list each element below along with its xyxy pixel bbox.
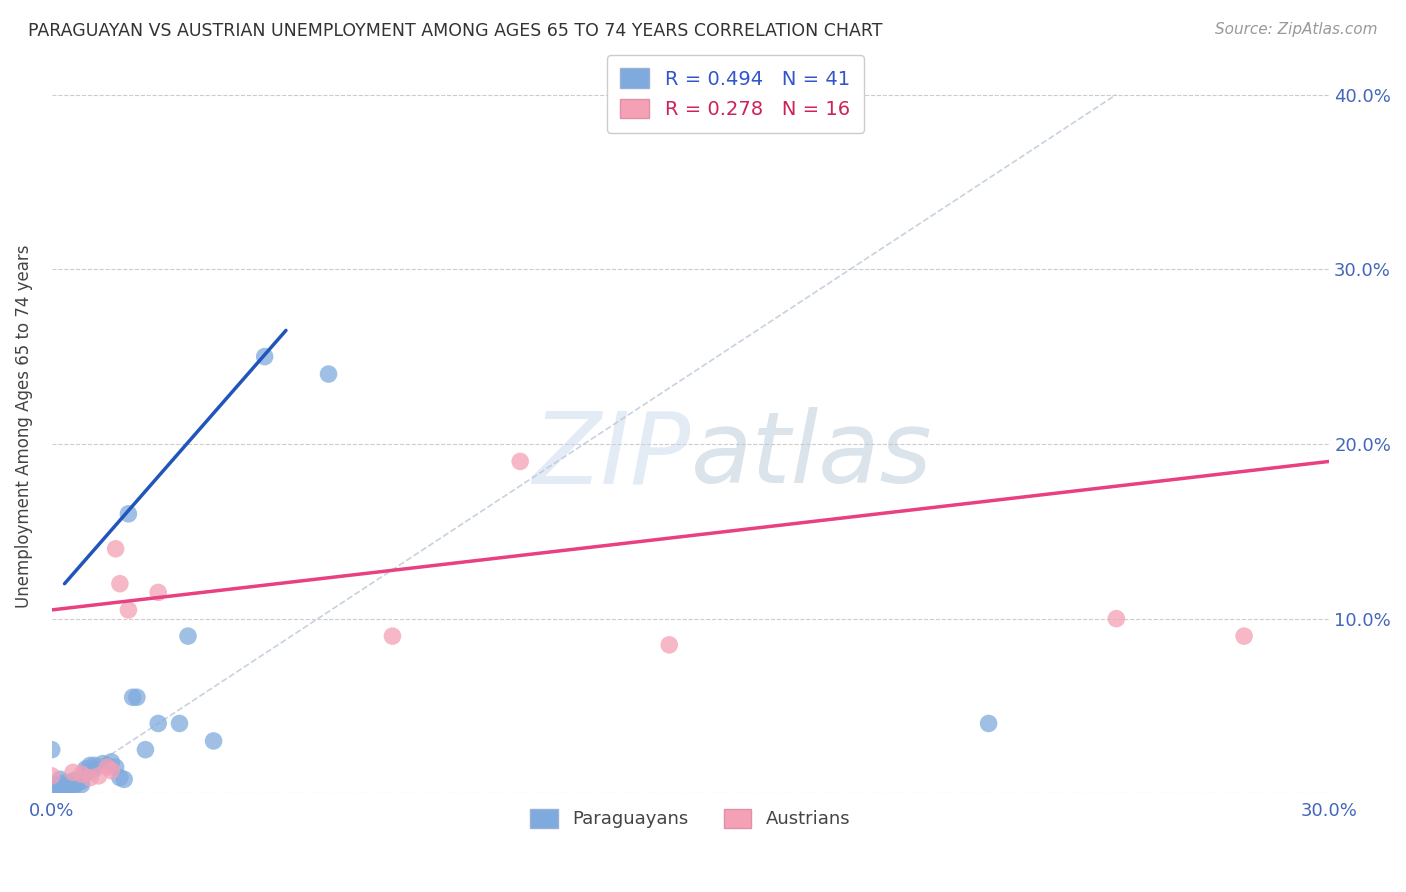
Point <box>148 585 170 599</box>
Point <box>96 758 118 772</box>
Point <box>318 367 340 381</box>
Point <box>58 781 80 796</box>
Point <box>91 756 114 771</box>
Point <box>62 778 84 792</box>
Point <box>112 772 135 787</box>
Point <box>58 778 80 792</box>
Point <box>121 690 143 705</box>
Point <box>253 350 276 364</box>
Point <box>125 690 148 705</box>
Point <box>49 781 72 796</box>
Point <box>75 765 97 780</box>
Point <box>66 776 89 790</box>
Point <box>134 742 156 756</box>
Point <box>104 541 127 556</box>
Point <box>83 758 105 772</box>
Point <box>45 781 67 796</box>
Text: atlas: atlas <box>690 408 932 504</box>
Point <box>169 716 191 731</box>
Point <box>148 716 170 731</box>
Point <box>70 774 93 789</box>
Point <box>62 765 84 780</box>
Point <box>41 742 63 756</box>
Point <box>100 755 122 769</box>
Point <box>41 769 63 783</box>
Point <box>62 774 84 789</box>
Point <box>45 778 67 792</box>
Point <box>202 734 225 748</box>
Point <box>1105 612 1128 626</box>
Point <box>117 507 139 521</box>
Point <box>70 767 93 781</box>
Legend: Paraguayans, Austrians: Paraguayans, Austrians <box>523 802 858 836</box>
Point <box>79 771 101 785</box>
Point <box>658 638 681 652</box>
Point <box>177 629 200 643</box>
Point <box>83 762 105 776</box>
Point <box>381 629 404 643</box>
Text: ZIP: ZIP <box>533 408 690 504</box>
Text: Source: ZipAtlas.com: Source: ZipAtlas.com <box>1215 22 1378 37</box>
Point <box>53 781 76 796</box>
Point <box>62 781 84 796</box>
Point <box>53 780 76 794</box>
Point <box>75 762 97 776</box>
Y-axis label: Unemployment Among Ages 65 to 74 years: Unemployment Among Ages 65 to 74 years <box>15 244 32 608</box>
Point <box>104 760 127 774</box>
Point <box>79 764 101 778</box>
Point <box>108 576 131 591</box>
Point <box>49 772 72 787</box>
Text: PARAGUAYAN VS AUSTRIAN UNEMPLOYMENT AMONG AGES 65 TO 74 YEARS CORRELATION CHART: PARAGUAYAN VS AUSTRIAN UNEMPLOYMENT AMON… <box>28 22 883 40</box>
Point <box>53 776 76 790</box>
Point <box>100 764 122 778</box>
Point <box>96 760 118 774</box>
Point <box>1233 629 1256 643</box>
Point <box>79 758 101 772</box>
Point <box>977 716 1000 731</box>
Point <box>87 769 110 783</box>
Point <box>49 778 72 792</box>
Point <box>509 454 531 468</box>
Point <box>108 771 131 785</box>
Point <box>66 772 89 787</box>
Point <box>70 778 93 792</box>
Point <box>117 603 139 617</box>
